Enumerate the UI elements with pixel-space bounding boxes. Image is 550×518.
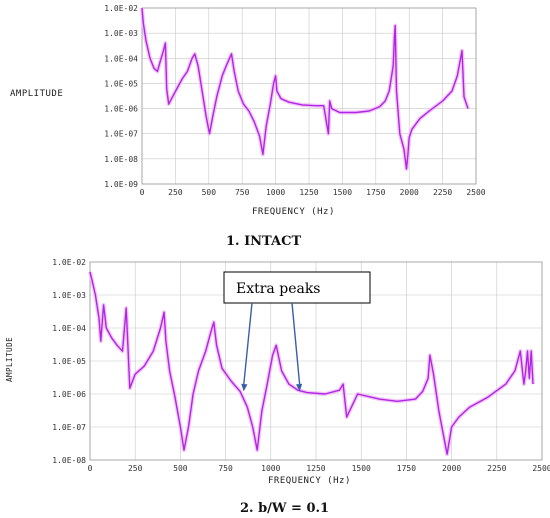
plot-frame bbox=[89, 261, 543, 461]
y-tick-label: 1.0E-08 bbox=[52, 456, 86, 465]
x-tick-label: 0 bbox=[140, 188, 145, 197]
annotation-extra-peaks: Extra peaks bbox=[223, 271, 371, 392]
y-tick-label: 1.0E-09 bbox=[104, 180, 138, 189]
series-glow bbox=[140, 7, 470, 171]
y-tick-label: 1.0E-07 bbox=[104, 130, 138, 139]
x-tick-label: 1000 bbox=[261, 464, 280, 473]
x-tick-label: 2000 bbox=[442, 464, 461, 473]
x-tick-label: 750 bbox=[218, 464, 233, 473]
arrow-head bbox=[295, 383, 303, 392]
y-tick-label: 1.0E-03 bbox=[104, 29, 138, 38]
x-tick-label: 2250 bbox=[487, 464, 506, 473]
x-tick-label: 2500 bbox=[532, 464, 550, 473]
y-axis-label: AMPLITUDE bbox=[10, 89, 63, 99]
x-tick-label: 2250 bbox=[433, 188, 452, 197]
arrow-head bbox=[241, 383, 248, 392]
x-tick-label: 750 bbox=[235, 188, 250, 197]
x-tick-label: 500 bbox=[202, 188, 217, 197]
y-tick-label: 1.0E-06 bbox=[104, 105, 138, 114]
annotation-arrow bbox=[242, 302, 253, 386]
x-tick-label: 1500 bbox=[333, 188, 352, 197]
chart-title: 2. b/W = 0.1 bbox=[240, 501, 329, 516]
y-tick-label: 1.0E-02 bbox=[104, 4, 138, 13]
y-axis-label: AMPLITUDE bbox=[5, 337, 14, 382]
annotation-arrow bbox=[291, 302, 301, 386]
x-tick-label: 500 bbox=[173, 464, 188, 473]
chart-title: 1. INTACT bbox=[226, 234, 301, 249]
series-line bbox=[141, 7, 469, 170]
x-axis-label: FREQUENCY (Hz) bbox=[268, 476, 351, 486]
y-tick-label: 1.0E-06 bbox=[52, 390, 86, 399]
y-tick-label: 1.0E-05 bbox=[52, 357, 86, 366]
y-tick-label: 1.0E-04 bbox=[104, 54, 138, 63]
x-tick-label: 1000 bbox=[266, 188, 285, 197]
y-tick-label: 1.0E-05 bbox=[104, 79, 138, 88]
y-tick-label: 1.0E-03 bbox=[52, 291, 86, 300]
annotation-text: Extra peaks bbox=[236, 281, 321, 297]
y-tick-label: 1.0E-02 bbox=[52, 258, 86, 267]
x-tick-label: 1500 bbox=[352, 464, 371, 473]
y-tick-label: 1.0E-04 bbox=[52, 324, 86, 333]
chart-intact: 1.0E-09 1.0E-08 1.0E-07 1.0E-06 1.0E-05 1.0E-… bbox=[10, 4, 486, 249]
series-line bbox=[89, 271, 534, 455]
x-tick-label: 1750 bbox=[366, 188, 385, 197]
x-tick-label: 1750 bbox=[397, 464, 416, 473]
y-tick-label: 1.0E-07 bbox=[52, 423, 86, 432]
x-tick-label: 0 bbox=[88, 464, 93, 473]
x-tick-label: 1250 bbox=[299, 188, 318, 197]
x-tick-label: 1250 bbox=[306, 464, 325, 473]
x-tick-label: 2000 bbox=[400, 188, 419, 197]
y-tick-label: 1.0E-08 bbox=[104, 155, 138, 164]
x-axis-label: FREQUENCY (Hz) bbox=[252, 207, 335, 217]
annotation-box bbox=[223, 271, 371, 304]
chart-crack: 1.0E-08 1.0E-07 1.0E-06 1.0E-05 1.0E-04 1.0E-… bbox=[5, 258, 550, 516]
plot-frame bbox=[141, 7, 477, 185]
x-tick-label: 250 bbox=[168, 188, 183, 197]
x-tick-label: 250 bbox=[128, 464, 143, 473]
x-tick-label: 2500 bbox=[466, 188, 485, 197]
